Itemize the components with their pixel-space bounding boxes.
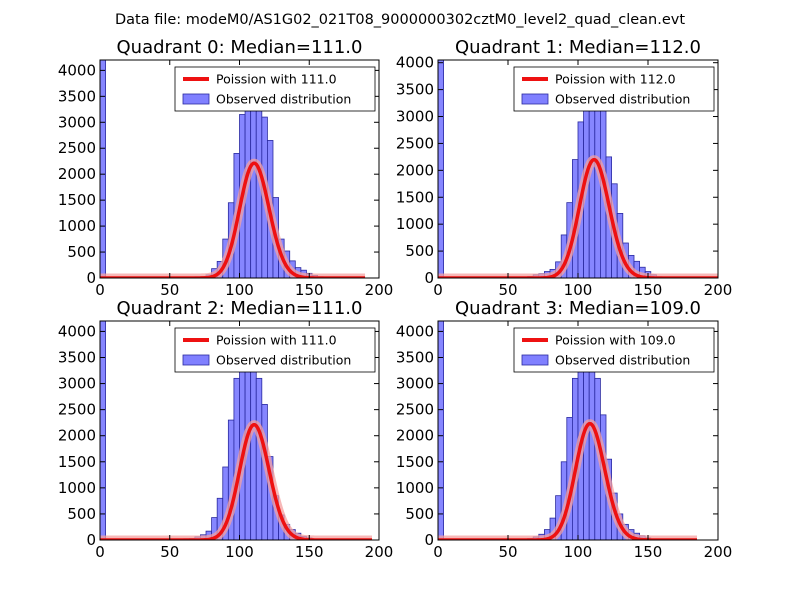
x-tick-label: 200: [704, 281, 733, 299]
legend-entry: Observed distribution: [216, 92, 351, 107]
x-tick-label: 200: [365, 543, 394, 561]
x-tick-label: 100: [564, 543, 593, 561]
x-tick-label: 100: [225, 281, 254, 299]
legend: Poission with 111.0 Observed distribution: [174, 66, 376, 112]
x-tick-label: 0: [95, 543, 105, 561]
x-tick-label: 100: [225, 543, 254, 561]
y-tick-label: 500: [405, 242, 434, 260]
y-tick-label: 2000: [58, 427, 96, 445]
plot-area: [438, 60, 718, 278]
y-tick-label: 3000: [396, 375, 434, 393]
y-tick-label: 2000: [58, 165, 96, 183]
x-tick-label: 50: [498, 543, 517, 561]
legend-bar-swatch: [521, 354, 549, 366]
x-tick-label: 0: [95, 281, 105, 299]
x-tick-label: 50: [160, 281, 179, 299]
y-tick-label: 0: [86, 269, 96, 287]
y-tick-label: 1500: [58, 453, 96, 471]
y-tick-label: 500: [67, 243, 96, 261]
y-tick-label: 4000: [58, 61, 96, 79]
histogram-bar: [100, 60, 106, 278]
panel-title: Quadrant 1: Median=112.0: [455, 37, 701, 58]
panels: Quadrant 0: Median=111.00 50 100 150 2000500…: [58, 37, 733, 561]
x-tick-label: 50: [498, 281, 517, 299]
legend-entry: Poission with 111.0: [216, 72, 337, 87]
legend: Poission with 112.0 Observed distribution: [513, 66, 715, 112]
legend-entry: Poission with 109.0: [555, 333, 676, 348]
legend: Poission with 111.0 Observed distribution: [174, 327, 376, 373]
y-tick-label: 4000: [396, 54, 434, 72]
x-tick-label: 200: [365, 281, 394, 299]
y-tick-label: 0: [86, 531, 96, 549]
histogram-bar: [588, 346, 596, 540]
legend-bar-swatch: [182, 93, 210, 105]
legend-entry: Poission with 111.0: [216, 333, 337, 348]
legend-entry: Observed distribution: [555, 92, 690, 107]
legend-bar-swatch: [182, 354, 210, 366]
y-tick-label: 1500: [396, 188, 434, 206]
y-tick-label: 4000: [396, 322, 434, 340]
y-tick-label: 1500: [396, 453, 434, 471]
legend-bar-swatch: [521, 93, 549, 105]
y-tick-label: 1500: [58, 191, 96, 209]
x-tick-label: 0: [433, 543, 443, 561]
x-tick-label: 200: [704, 543, 733, 561]
x-tick-label: 0: [433, 281, 443, 299]
y-tick-label: 2500: [58, 401, 96, 419]
y-tick-label: 500: [67, 505, 96, 523]
legend-entry: Poission with 112.0: [555, 72, 676, 87]
y-tick-label: 4000: [58, 322, 96, 340]
y-tick-label: 3500: [58, 349, 96, 367]
panel-3: Quadrant 3: Median=109.00 50 100 150 2000500…: [396, 298, 733, 561]
y-tick-label: 2500: [396, 401, 434, 419]
panel-title: Quadrant 2: Median=111.0: [117, 298, 363, 319]
y-tick-label: 0: [424, 531, 434, 549]
poisson-curve: [438, 157, 718, 278]
histogram-bar: [438, 321, 444, 540]
y-tick-label: 1000: [396, 215, 434, 233]
legend-box: [174, 327, 376, 373]
y-tick-label: 3500: [58, 87, 96, 105]
y-tick-label: 2000: [396, 427, 434, 445]
panel-0: Quadrant 0: Median=111.00 50 100 150 2000500…: [58, 37, 394, 299]
y-tick-label: 3000: [58, 113, 96, 131]
x-tick-label: 150: [634, 543, 663, 561]
plot-area: [100, 321, 376, 540]
y-tick-label: 1000: [396, 479, 434, 497]
histogram-bar: [255, 377, 263, 540]
panel-title: Quadrant 0: Median=111.0: [117, 37, 363, 58]
poisson-curve: [100, 423, 373, 540]
panel-title: Quadrant 3: Median=109.0: [455, 298, 701, 319]
x-tick-label: 150: [295, 281, 324, 299]
legend: Poission with 109.0 Observed distribution: [513, 327, 715, 373]
x-tick-label: 50: [160, 543, 179, 561]
histogram-bar: [250, 344, 257, 540]
y-tick-label: 0: [424, 269, 434, 287]
y-tick-label: 1000: [58, 479, 96, 497]
histogram-bar: [438, 60, 444, 278]
panel-2: Quadrant 2: Median=111.00 50 100 150 2000500…: [58, 298, 394, 561]
y-tick-label: 3500: [396, 81, 434, 99]
y-tick-label: 2000: [396, 161, 434, 179]
x-tick-label: 150: [295, 543, 324, 561]
x-tick-label: 100: [564, 281, 593, 299]
y-tick-label: 3000: [58, 375, 96, 393]
legend-entry: Observed distribution: [216, 353, 351, 368]
legend-entry: Observed distribution: [555, 353, 690, 368]
y-tick-label: 2500: [396, 134, 434, 152]
x-tick-label: 150: [634, 281, 663, 299]
histogram-bar: [100, 321, 106, 540]
y-tick-label: 2500: [58, 139, 96, 157]
figure-suptitle: Data file: modeM0/AS1G02_021T08_90000003…: [115, 12, 685, 28]
y-tick-label: 3000: [396, 108, 434, 126]
y-tick-label: 3500: [396, 349, 434, 367]
panel-1: Quadrant 1: Median=112.00 50 100 150 2000500…: [396, 37, 733, 299]
y-tick-label: 1000: [58, 217, 96, 235]
y-tick-label: 500: [405, 505, 434, 523]
